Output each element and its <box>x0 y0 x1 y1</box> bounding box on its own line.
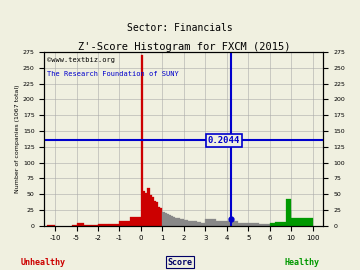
Bar <box>177 218 180 226</box>
Bar <box>167 214 169 226</box>
Bar <box>158 207 160 226</box>
Bar <box>186 220 188 226</box>
Bar <box>77 223 84 226</box>
Bar <box>203 223 205 226</box>
Bar <box>259 224 270 226</box>
Bar <box>292 218 313 226</box>
Bar <box>171 216 173 226</box>
Bar <box>154 201 156 226</box>
Bar <box>188 221 190 226</box>
Bar <box>72 225 77 226</box>
Bar <box>98 224 109 226</box>
Bar <box>143 191 145 226</box>
Text: Unhealthy: Unhealthy <box>21 258 66 266</box>
Bar <box>152 197 154 226</box>
Bar <box>145 193 147 226</box>
Bar <box>273 223 275 226</box>
Text: Sector: Financials: Sector: Financials <box>127 23 233 33</box>
Bar <box>238 223 248 226</box>
Text: ©www.textbiz.org: ©www.textbiz.org <box>47 57 115 63</box>
Bar <box>130 217 141 226</box>
Bar <box>173 217 175 226</box>
Bar <box>141 55 143 226</box>
Bar <box>182 220 184 226</box>
Bar <box>120 221 130 226</box>
Bar <box>248 223 259 226</box>
Bar <box>175 218 177 226</box>
Bar <box>160 208 162 226</box>
Bar <box>109 224 120 226</box>
Text: Healthy: Healthy <box>285 258 320 266</box>
Bar <box>286 199 291 226</box>
Bar <box>169 215 171 226</box>
Bar <box>270 223 273 226</box>
Text: Score: Score <box>167 258 193 266</box>
Bar <box>201 223 203 226</box>
Y-axis label: Number of companies (1067 total): Number of companies (1067 total) <box>15 85 20 193</box>
Bar <box>197 222 199 226</box>
Bar <box>205 220 216 226</box>
Bar <box>180 219 182 226</box>
Text: 0.2044: 0.2044 <box>208 136 240 145</box>
Bar <box>156 202 158 226</box>
Bar <box>91 225 98 226</box>
Bar <box>195 221 197 226</box>
Bar <box>275 222 286 226</box>
Bar <box>149 195 152 226</box>
Bar <box>199 222 201 226</box>
Bar <box>216 221 227 226</box>
Text: The Research Foundation of SUNY: The Research Foundation of SUNY <box>47 71 179 77</box>
Bar <box>84 225 91 226</box>
Bar <box>193 221 195 226</box>
Bar <box>165 213 167 226</box>
Bar <box>227 221 238 226</box>
Title: Z'-Score Histogram for FXCM (2015): Z'-Score Histogram for FXCM (2015) <box>78 42 290 52</box>
Bar <box>184 220 186 226</box>
Bar <box>147 188 149 226</box>
Bar <box>190 221 193 226</box>
Bar <box>162 212 165 226</box>
Bar <box>46 225 55 226</box>
